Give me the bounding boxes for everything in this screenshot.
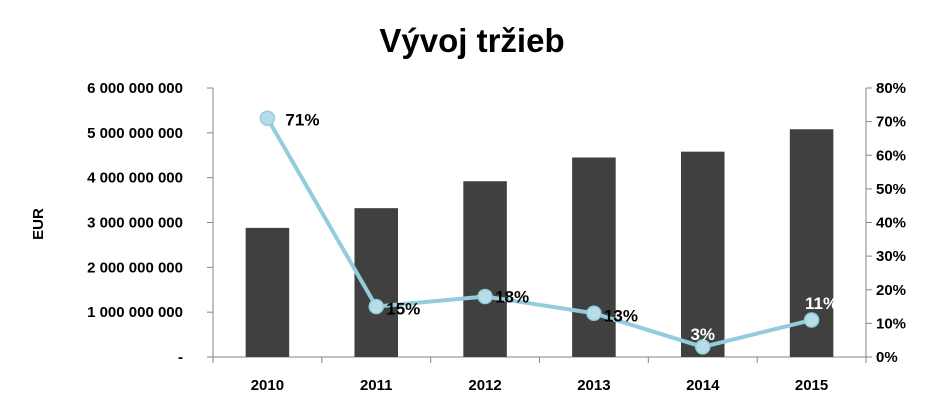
growth-data-label: 15% [386, 300, 420, 319]
revenue-bar [463, 181, 507, 357]
growth-data-label: 18% [495, 287, 529, 306]
revenue-bar [680, 151, 725, 357]
y-tick-label: 1 000 000 000 [87, 304, 183, 321]
y-axis-label: EUR [30, 208, 47, 240]
y2-tick-label: 50% [876, 181, 906, 198]
y-tick-label: - [178, 349, 183, 366]
y-tick-label: 6 000 000 000 [87, 80, 183, 97]
x-tick-label: 2015 [795, 377, 828, 394]
growth-point [368, 298, 384, 315]
y2-tick-label: 30% [876, 248, 906, 265]
x-tick-label: 2012 [468, 377, 501, 394]
revenue-bar [572, 157, 616, 357]
y-tick-label: 3 000 000 000 [87, 215, 183, 232]
y-tick-label: 4 000 000 000 [87, 170, 183, 187]
y2-tick-label: 0% [876, 349, 898, 366]
growth-data-label: 71% [285, 110, 319, 129]
growth-point [803, 312, 820, 328]
growth-data-label: 11% [805, 294, 838, 313]
y2-tick-label: 80% [876, 80, 906, 97]
y-tick-label: 5 000 000 000 [87, 125, 183, 142]
y2-tick-label: 60% [876, 147, 906, 164]
x-tick-label: 2013 [577, 377, 610, 394]
y-tick-label: 2 000 000 000 [87, 259, 183, 276]
chart-title: Vývoj tržieb [379, 22, 564, 59]
y2-tick-label: 20% [876, 282, 906, 299]
x-tick-label: 2011 [360, 377, 393, 394]
y2-tick-label: 10% [876, 315, 906, 332]
growth-line [265, 117, 813, 349]
y2-tick-label: 40% [876, 215, 906, 232]
x-tick-label: 2010 [251, 377, 284, 394]
plot-area: - 1 000 000 000 2 000 000 000 3 000 000 000… [87, 80, 906, 394]
x-tick-label: 2014 [686, 377, 720, 394]
growth-data-label: 13% [604, 306, 638, 325]
revenue-bar [245, 227, 290, 357]
growth-point [259, 110, 276, 127]
y2-tick-label: 70% [876, 114, 906, 131]
growth-point [477, 288, 493, 305]
growth-point [695, 339, 711, 355]
growth-data-label: 3% [690, 325, 715, 344]
growth-point [586, 305, 602, 322]
